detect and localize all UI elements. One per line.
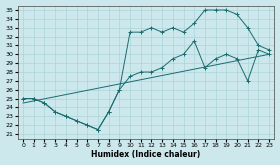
X-axis label: Humidex (Indice chaleur): Humidex (Indice chaleur) [92,150,201,159]
